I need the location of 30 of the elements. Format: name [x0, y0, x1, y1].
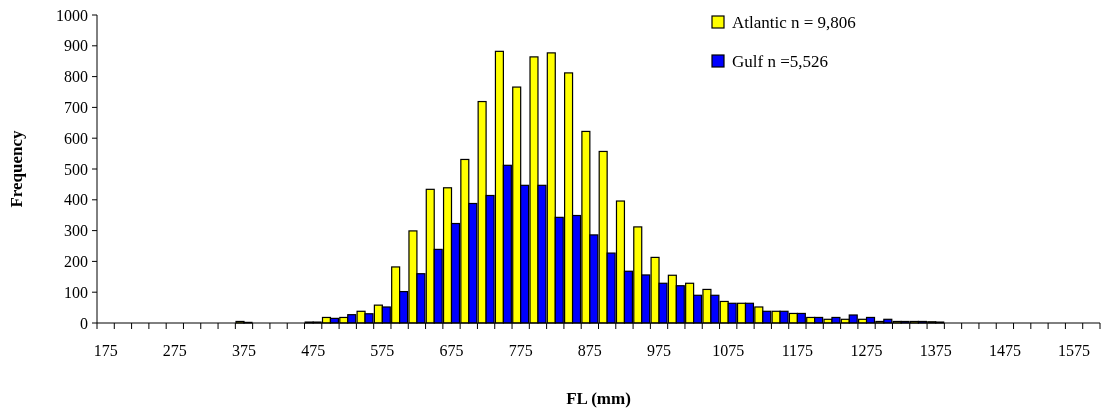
- x-tick-label: 175: [93, 342, 118, 359]
- x-axis-title: FL (mm): [566, 389, 631, 408]
- legend-label: Atlantic n = 9,806: [732, 12, 856, 32]
- legend-label: Gulf n =5,526: [732, 51, 828, 71]
- x-tick-label: 1475: [988, 342, 1021, 359]
- x-tick-label: 675: [439, 342, 464, 359]
- x-tick-label: 775: [508, 342, 533, 359]
- x-tick-label: 1375: [919, 342, 952, 359]
- y-tick-label: 200: [64, 253, 88, 270]
- x-tick-label: 1075: [712, 342, 745, 359]
- y-tick-label: 500: [64, 160, 88, 178]
- y-tick-label: 100: [64, 283, 88, 301]
- x-tick-label: 475: [301, 342, 326, 359]
- y-tick-label: 600: [64, 129, 88, 147]
- x-tick-label: 875: [577, 342, 602, 359]
- x-tick-label: 1275: [850, 342, 883, 359]
- x-tick-label: 275: [162, 342, 187, 359]
- y-tick-label: 0: [80, 314, 88, 332]
- y-tick-label: 900: [64, 37, 88, 55]
- y-tick-label: 1000: [56, 6, 88, 24]
- x-tick-label: 375: [231, 342, 256, 359]
- y-tick-label: 400: [64, 191, 88, 209]
- y-tick-label: 800: [64, 68, 88, 86]
- y-tick-label: 300: [64, 222, 88, 240]
- y-axis-title: Frequency: [7, 129, 26, 208]
- x-tick-label: 1175: [781, 342, 814, 359]
- x-tick-label: 975: [647, 342, 672, 359]
- x-tick-label: 1575: [1058, 342, 1091, 359]
- y-tick-label: 700: [64, 99, 88, 116]
- x-tick-label: 575: [370, 342, 395, 359]
